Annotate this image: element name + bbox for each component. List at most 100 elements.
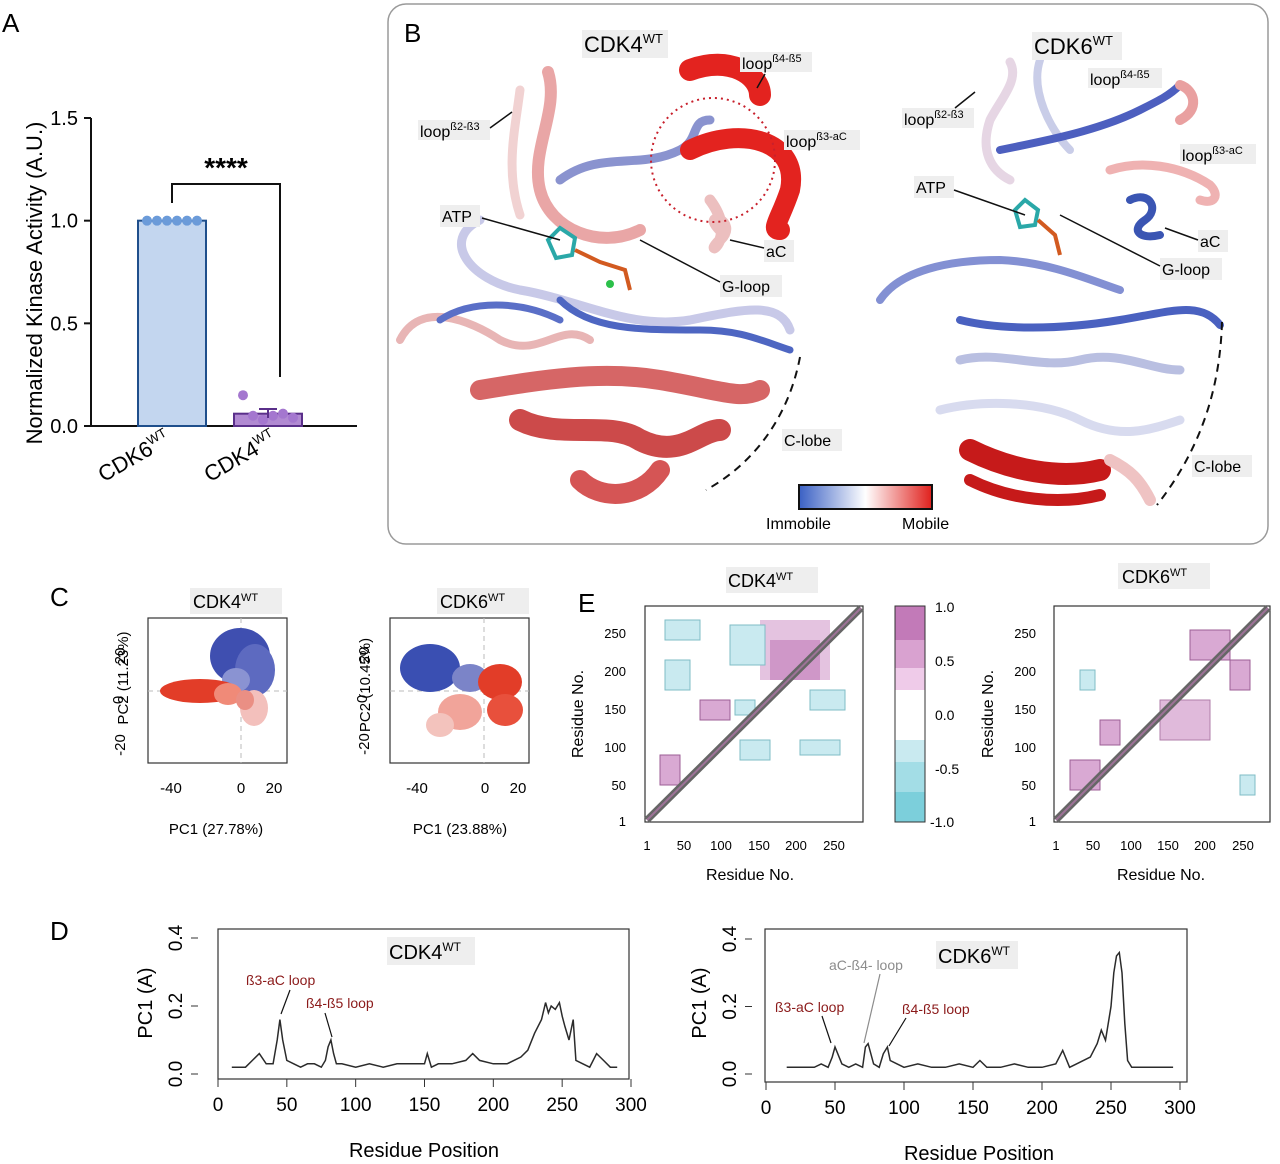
svg-text:-20: -20 [356,733,373,755]
cdk4-label-loop-b23: loopß2-ß3 [420,121,480,141]
cdk6-atp-label: ATP [916,180,946,197]
svg-text:20: 20 [356,647,373,664]
svg-text:20: 20 [112,648,129,665]
x-tick-label: 0 [213,1095,224,1116]
cdk6-label-bg-b45 [1088,68,1162,88]
svg-text:250: 250 [604,626,626,641]
panel-a: A Normalized Kinase Activity (A.U.) 0.00… [2,8,357,487]
dccm-cdk4-x-ticks: 1 50 100 150 200 250 [643,838,844,853]
pc1-cdk6-ylabel: PC1 (A) [689,967,711,1038]
svg-text:200: 200 [604,664,626,679]
dccm-cdk4-map-image [644,605,864,823]
cdk4-clobe-label: C-lobe [784,433,831,450]
pc1-cdk6-x-ticks: 0 50 100 150 200 250 300 [761,1082,1196,1119]
pc1-cdk4-y-ticks: 0.0 0.2 0.4 [166,924,198,1087]
svg-text:150: 150 [748,838,770,853]
significance-bracket [171,183,281,377]
data-point [152,215,162,226]
data-point [162,215,172,226]
dccm-cdk6-title: CDK6WT [1122,567,1187,587]
x-tick-label: 0 [761,1098,772,1119]
significance-stars: **** [204,152,248,183]
x-tick-label: 50 [824,1098,845,1119]
y-tick-label: 0.4 [166,924,187,951]
pc1-cdk4-leader-b45 [324,1012,333,1038]
data-point [182,215,192,226]
svg-text:200: 200 [1014,664,1036,679]
x-tick-label: 100 [888,1098,920,1119]
cdk4-highlight-circle [650,97,776,223]
panel-d: D 0 50 100 150 200 250 300 0.0 0.2 0.4 PC1 (A) R… [50,916,1196,1164]
cdk6-clobe-label-bg [1192,455,1252,477]
pc1-cdk4-annotation-b3ac: ß3-aC loop [246,972,315,988]
svg-text:0: 0 [354,695,371,703]
y-tick-label: 0.0 [166,1061,187,1087]
panel-a-ylabel: Normalized Kinase Activity (A.U.) [22,122,47,445]
cdk6-atp-label-bg [914,176,954,198]
cdk4-label-bg-b3ac [784,130,860,150]
data-point [192,215,202,226]
mobility-colorbar [798,484,933,510]
svg-text:0: 0 [110,696,127,704]
cdk6-ac-label-bg [1198,230,1228,252]
svg-text:1: 1 [1029,814,1036,829]
cdk6-ac-label: aC [1200,234,1220,251]
svg-text:0.0: 0.0 [935,707,955,723]
pc1-cdk4-ylabel: PC1 (A) [135,967,157,1038]
cdk4-structure-image [396,53,802,504]
pc1-cdk6-title-bg [936,941,1018,969]
cdk4-ac-label-bg [764,240,794,262]
svg-text:100: 100 [604,740,626,755]
cdk4-title: CDK4WT [584,31,663,57]
panel-e: E CDK4WT Residue No. Residue No. 1 50 10… [570,563,1271,884]
pc1-cdk4-annotation-b45: ß4-ß5 loop [306,995,374,1011]
cdk6-leader-atp [953,189,1026,216]
y-tick-label: 0.4 [720,925,741,952]
dccm-cdk4-xlabel: Residue No. [706,867,794,884]
dccm-cdk4-ylabel: Residue No. [570,670,587,758]
svg-text:250: 250 [1014,626,1036,641]
data-point [248,410,258,421]
panel-letter-e: E [578,588,595,618]
x-tick-label: 200 [1026,1098,1058,1119]
y-tick-label: 0.2 [166,993,187,1019]
svg-text:100: 100 [710,838,732,853]
svg-text:-20: -20 [112,734,129,756]
category-label-cdk6wt: CDK6WT [93,425,174,487]
cdk6-atp-molecule [1012,197,1062,256]
dccm-cdk6-map-image [1053,605,1271,823]
pc1-cdk6-leader-b45 [888,1017,907,1047]
svg-text:20: 20 [266,780,283,797]
pc1-cdk4-title-bg [387,937,475,965]
y-tick-label: 0.5 [50,313,78,335]
pc1-cdk6-annotation-b3ac: ß3-aC loop [775,999,844,1015]
cdk6-gloop-label: G-loop [1162,262,1210,279]
svg-text:0.5: 0.5 [935,653,955,669]
x-tick-label: 250 [546,1095,578,1116]
pc1-cdk4-leader-b3ac [280,989,291,1015]
y-tick-label: 1.0 [50,211,78,233]
svg-text:200: 200 [785,838,807,853]
pc1-cdk4-line [231,1000,618,1069]
cdk6-gloop-label-bg [1160,258,1222,280]
data-point [258,414,268,425]
dccm-cdk4-title-bg [726,567,818,593]
data-point [172,215,182,226]
x-tick-label: 300 [615,1095,647,1116]
panel-letter-b: B [404,18,421,48]
cdk6-leader-b23 [954,91,976,109]
svg-text:-40: -40 [160,780,182,797]
pc1-cdk6-leader-acb4 [863,973,881,1044]
panel-b: B CDK4WT loopß4-ß5 [387,3,1269,545]
cdk6-clobe-label: C-lobe [1194,459,1241,476]
bar-cdk6wt [137,219,207,427]
pca-cdk6-title: CDK6WT [440,592,505,612]
cdk4-title-bg [582,30,668,58]
panel-letter-c: C [50,582,69,612]
dccm-cdk6-y-ticks: 1 50 100 150 200 250 [1014,626,1036,829]
pca-cdk6-xlabel: PC1 (23.88%) [413,821,507,838]
x-tick-label: 200 [477,1095,509,1116]
cdk6-label-loop-b45: loopß4-ß5 [1090,69,1150,89]
cdk4-ac-label: aC [766,244,786,261]
